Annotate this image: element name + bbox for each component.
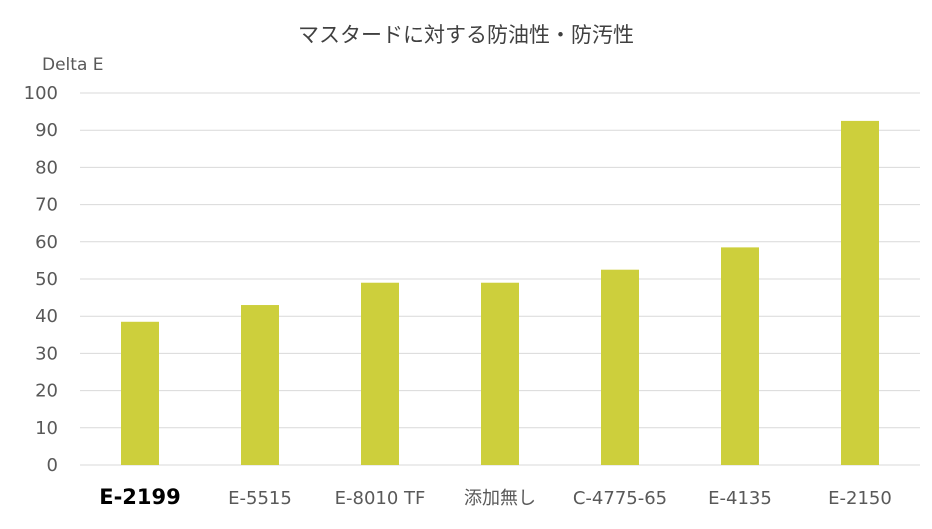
bar: [241, 305, 279, 465]
y-tick-label: 100: [24, 83, 58, 104]
x-category-label: 添加無し: [464, 488, 536, 509]
bar: [361, 282, 399, 465]
y-tick-label: 60: [35, 232, 58, 253]
y-tick-label: 70: [35, 195, 58, 216]
y-tick-label: 30: [35, 343, 58, 364]
x-category-label: E-2199: [99, 485, 181, 509]
bar: [121, 321, 159, 465]
y-axis-ticks: 0 10 20 30 40 50 60 70 80 90 100: [24, 83, 58, 476]
y-tick-label: 20: [35, 381, 58, 402]
y-tick-label: 80: [35, 157, 58, 178]
y-tick-label: 40: [35, 306, 58, 327]
bar: [721, 247, 759, 465]
x-category-label: E-5515: [228, 488, 292, 509]
y-axis-label: Delta E: [42, 55, 104, 75]
chart-title: マスタードに対する防油性・防汚性: [298, 23, 634, 47]
x-category-label: E-2150: [828, 488, 892, 509]
y-tick-label: 10: [35, 418, 58, 439]
x-axis-categories: E-2199 E-5515 E-8010 TF 添加無し C-4775-65 E-4135…: [99, 485, 892, 509]
x-category-label: E-8010 TF: [335, 488, 426, 509]
bar: [841, 120, 879, 466]
x-category-label: C-4775-65: [573, 488, 667, 509]
y-tick-label: 0: [47, 455, 58, 476]
x-category-label: E-4135: [708, 488, 772, 509]
bar: [481, 282, 519, 465]
y-tick-label: 90: [35, 120, 58, 141]
y-tick-label: 50: [35, 269, 58, 290]
bar: [601, 269, 639, 465]
bars: [121, 120, 879, 466]
